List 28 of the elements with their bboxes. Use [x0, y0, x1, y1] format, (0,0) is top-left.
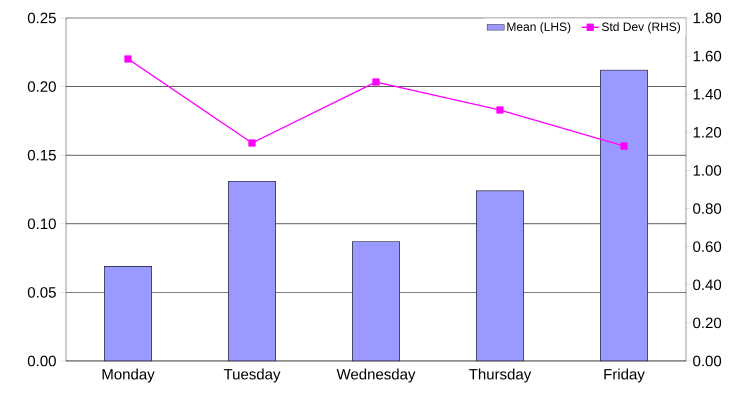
y2-tick-label: 1.00: [694, 165, 722, 176]
y-tick-label: 0.25: [28, 12, 56, 24]
y-tick-label: 0.10: [28, 218, 56, 230]
y-tick-label: 0.00: [28, 356, 56, 366]
y2-tick-label: 0.40: [693, 279, 722, 290]
point: [248, 139, 256, 147]
x-tick-label: Wednesday: [336, 368, 416, 382]
point: [496, 106, 504, 114]
y2-tick-label: 0.80: [693, 203, 722, 214]
x-tick-label: Monday: [102, 368, 155, 382]
y2-tick-label: 0.60: [693, 241, 722, 252]
x-tick-label: Friday: [604, 368, 645, 382]
x-tick-label: Thursday: [469, 368, 532, 382]
x-tick-label: Tuesday: [224, 368, 280, 382]
point: [124, 55, 132, 63]
y-tick-label: 0.05: [28, 287, 56, 298]
point: [620, 142, 628, 150]
y2-tick-label: 0.00: [693, 356, 722, 366]
y2-tick-label: 1.20: [694, 127, 722, 138]
y-tick-label: 0.20: [28, 81, 56, 92]
y2-tick-label: 1.60: [694, 50, 722, 62]
y2-tick-label: 1.40: [694, 88, 722, 100]
y2-tick-label: 1.80: [694, 12, 722, 24]
y-tick-label: 0.15: [28, 150, 56, 160]
point: [372, 78, 380, 86]
y2-tick-label: 0.20: [693, 318, 722, 328]
legend-label: Mean (LHS): [507, 22, 570, 34]
legend-label: Std Dev (RHS): [602, 22, 680, 34]
